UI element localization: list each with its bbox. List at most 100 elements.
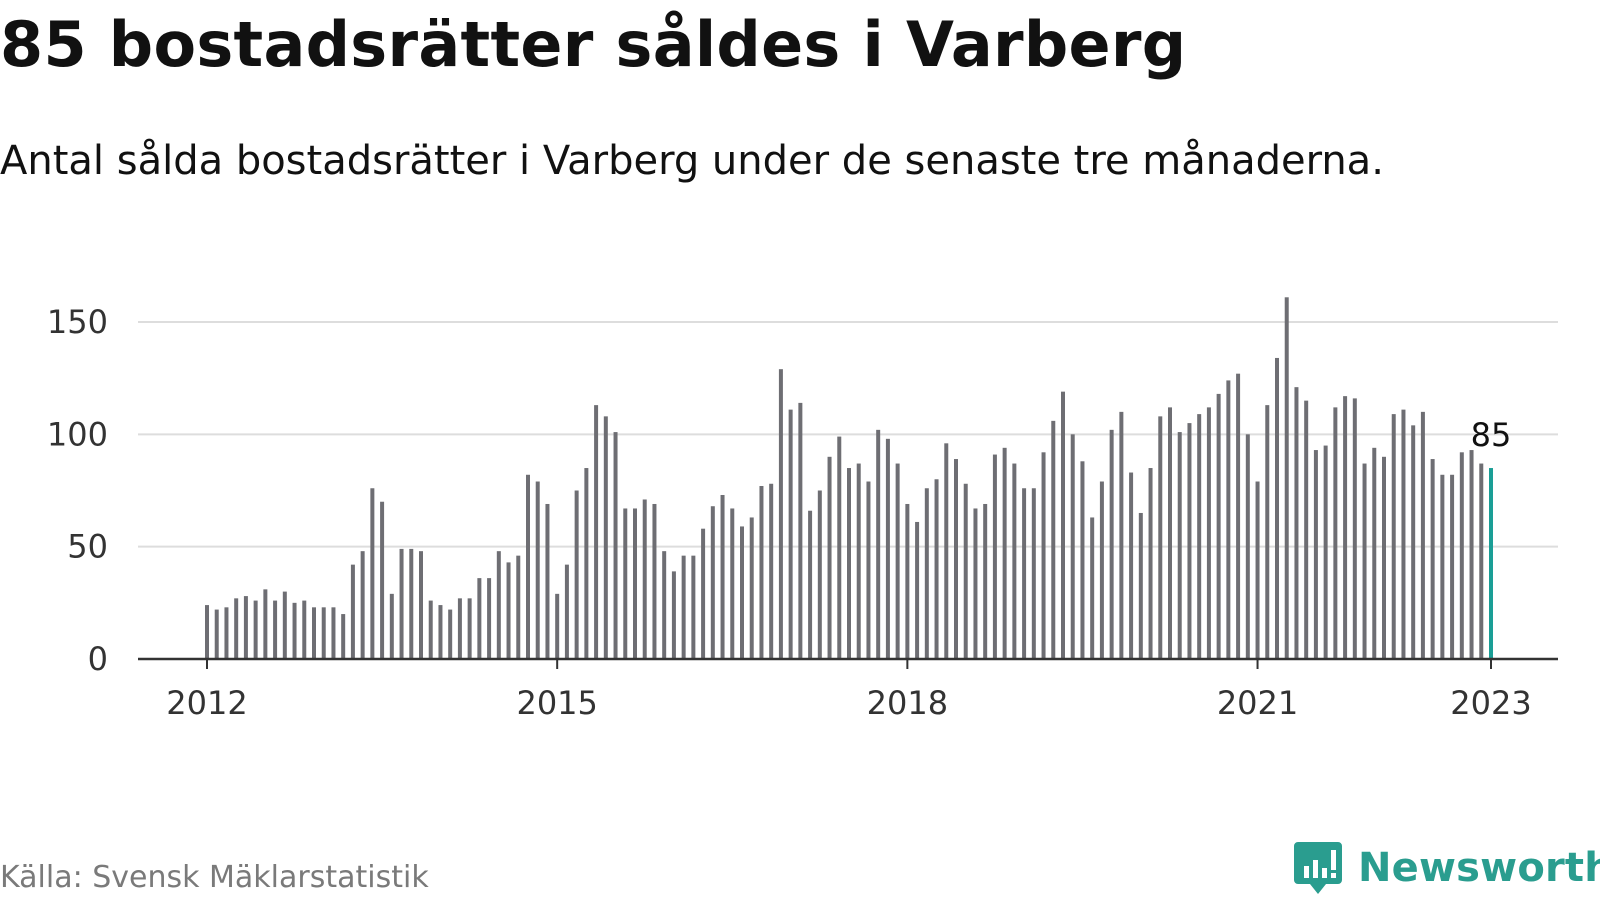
bar (954, 459, 958, 659)
bar (749, 517, 754, 659)
bar (613, 432, 618, 659)
bar (895, 463, 900, 659)
bar (691, 555, 696, 659)
bar (282, 591, 287, 659)
bar (506, 562, 511, 659)
bar (847, 468, 851, 659)
bar (934, 479, 939, 659)
bar (1090, 517, 1095, 659)
bar (409, 548, 414, 659)
bar (710, 506, 715, 659)
bar (973, 508, 978, 659)
bar (448, 609, 453, 659)
bar (1459, 452, 1464, 659)
bar (798, 402, 803, 659)
bar (1333, 407, 1338, 659)
bar (1440, 474, 1445, 659)
bar (1109, 429, 1114, 659)
bar (1304, 400, 1309, 659)
bar (380, 501, 385, 659)
bar (1245, 434, 1250, 659)
bar (331, 607, 336, 659)
bar (253, 600, 258, 659)
bar (457, 598, 462, 659)
annotations: 85 (1471, 416, 1512, 454)
bar (963, 483, 968, 659)
bar (1197, 414, 1202, 659)
bar (778, 369, 783, 659)
x-tick-label: 2012 (166, 684, 247, 722)
bar (1469, 450, 1474, 659)
bar (1352, 398, 1357, 659)
bar (1275, 357, 1279, 659)
bar (1401, 409, 1406, 659)
bar (983, 503, 988, 659)
bar (1148, 468, 1153, 659)
bar (1012, 463, 1017, 659)
bar (292, 602, 297, 659)
bar (273, 600, 278, 659)
x-tick-label: 2015 (516, 684, 597, 722)
bar (1022, 488, 1027, 659)
bar (856, 463, 861, 659)
bar (603, 416, 608, 659)
x-tick-label: 2023 (1450, 684, 1531, 722)
bar (234, 598, 239, 659)
bar (1362, 463, 1367, 659)
bar (788, 409, 793, 659)
bar (1411, 425, 1416, 659)
bar (496, 551, 501, 659)
x-tick-label: 2018 (867, 684, 948, 722)
bar (671, 571, 676, 659)
bar (1343, 396, 1348, 659)
bar (1382, 456, 1386, 659)
last-value-label: 85 (1471, 416, 1512, 454)
bar (545, 503, 550, 659)
bar (1226, 380, 1231, 659)
bar (905, 503, 910, 659)
y-tick-label: 0 (88, 640, 108, 678)
bar (662, 551, 667, 659)
bar (487, 578, 492, 659)
bar (1216, 393, 1221, 659)
bar (1099, 481, 1104, 659)
bar (720, 494, 725, 659)
bar-highlight (1489, 468, 1493, 659)
bar (526, 474, 530, 659)
bar (341, 614, 346, 659)
chart-title: 85 bostadsrätter såldes i Varberg (0, 8, 1187, 81)
bar (1255, 481, 1260, 659)
bar (467, 598, 472, 659)
bar (992, 454, 997, 659)
bar (817, 490, 822, 659)
bar (866, 481, 871, 659)
bar (477, 578, 482, 659)
bar (1450, 474, 1455, 659)
bar (1138, 512, 1143, 659)
bar (1080, 461, 1085, 659)
bar (399, 548, 404, 659)
bar (312, 607, 316, 659)
bar (574, 490, 579, 659)
bar (584, 468, 589, 659)
bar (1031, 488, 1036, 659)
bar (633, 508, 637, 659)
bar (944, 443, 949, 659)
y-tick-label: 100 (47, 415, 108, 453)
bar (1479, 463, 1484, 659)
bar (564, 564, 569, 659)
bar (1372, 447, 1377, 659)
bar (1158, 416, 1163, 659)
bar (535, 481, 540, 659)
brand-logo: Newsworthy (1292, 840, 1600, 896)
newsworthy-logo-icon (1294, 842, 1342, 894)
bar (516, 555, 521, 659)
bar (1206, 407, 1211, 659)
bar (1051, 420, 1056, 659)
bar (1002, 447, 1007, 659)
bar (769, 483, 774, 659)
bar (1129, 472, 1134, 659)
bar (808, 510, 813, 659)
bar (1265, 405, 1270, 659)
bar (1323, 445, 1328, 659)
